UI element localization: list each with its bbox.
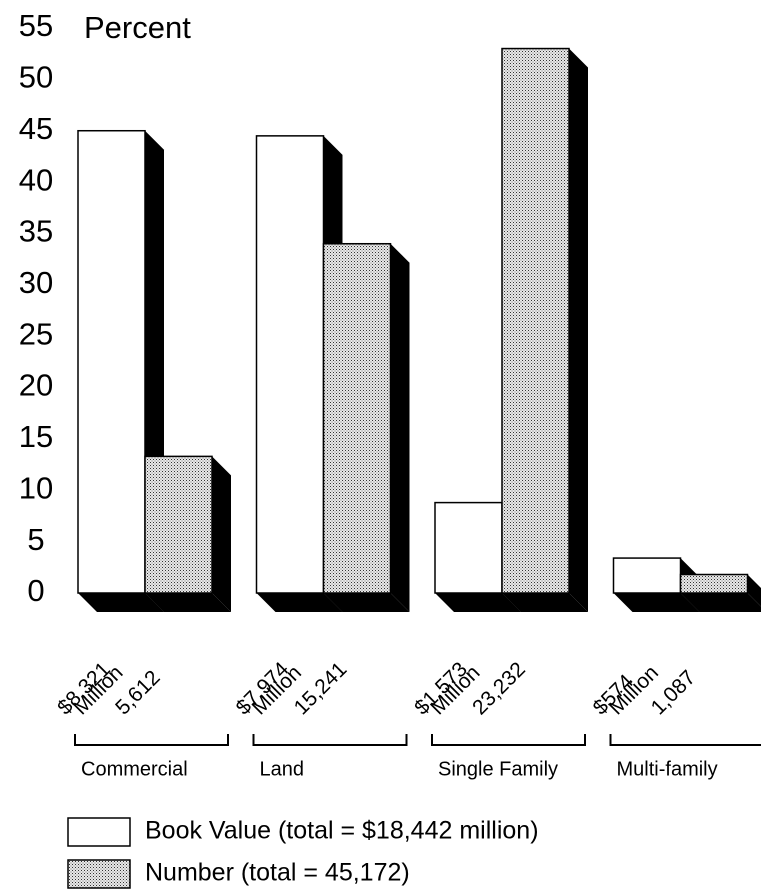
- bar-floor-shadow: [323, 593, 410, 612]
- bar: [255, 135, 325, 594]
- bar-side: [747, 574, 761, 607]
- y-tick-label: 30: [19, 265, 53, 300]
- category-bracket: [74, 734, 229, 746]
- y-tick-label: 45: [19, 111, 53, 146]
- legend-swatch: [67, 817, 131, 847]
- bar: [77, 129, 146, 594]
- bar-floor-shadow: [680, 593, 761, 612]
- x-tick-label: Multi-family: [617, 758, 718, 780]
- y-tick-label: 5: [27, 522, 44, 557]
- category-bracket: [609, 734, 761, 746]
- bar-floor-shadow: [256, 593, 343, 612]
- y-tick-label: 20: [19, 368, 53, 403]
- y-tick-label: 0: [27, 573, 44, 608]
- bar: [679, 573, 749, 594]
- value-annotation: 15,241: [290, 658, 352, 720]
- y-tick-label: 25: [19, 316, 53, 351]
- bar: [501, 47, 570, 594]
- bar-floor-shadow: [502, 593, 588, 612]
- bar-side: [212, 456, 231, 612]
- category-bracket: [431, 734, 586, 746]
- bar-floor-shadow: [435, 593, 521, 612]
- bar: [434, 501, 503, 594]
- bar: [322, 242, 392, 594]
- bar-floor-shadow: [78, 593, 164, 612]
- y-tick-label: 50: [19, 60, 53, 95]
- y-tick-label: 15: [19, 419, 53, 454]
- bar-side: [569, 48, 588, 612]
- legend-label: Number (total = 45,172): [145, 859, 410, 887]
- bar-side: [390, 243, 410, 612]
- y-tick-label: 55: [19, 8, 53, 43]
- y-tick-label: 10: [19, 470, 53, 505]
- bar: [144, 455, 213, 594]
- x-tick-label: Single Family: [438, 758, 558, 780]
- legend-label: Book Value (total = $18,442 million): [145, 817, 539, 845]
- y-axis-label: Percent: [84, 10, 191, 45]
- value-annotation: 23,232: [468, 658, 530, 720]
- legend-swatch: [67, 859, 131, 889]
- bar-floor-shadow: [145, 593, 231, 612]
- y-tick-label: 40: [19, 162, 53, 197]
- x-tick-label: Commercial: [81, 758, 188, 780]
- bar-floor-shadow: [613, 593, 700, 612]
- category-bracket: [252, 734, 408, 746]
- y-tick-label: 35: [19, 214, 53, 249]
- x-tick-label: Land: [260, 758, 305, 780]
- bar: [612, 557, 682, 594]
